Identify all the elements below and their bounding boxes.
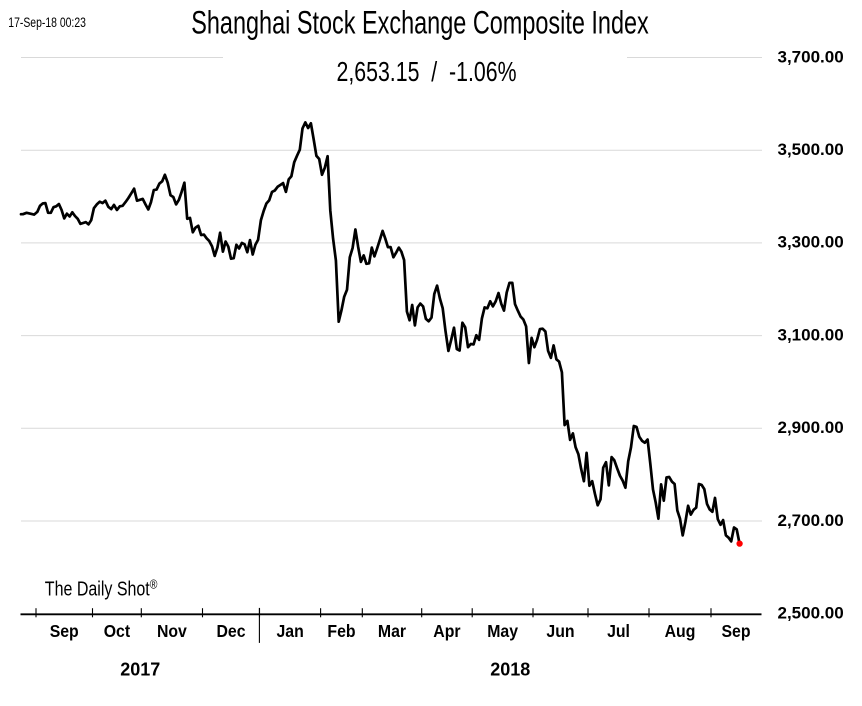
svg-text:3,500.00: 3,500.00: [778, 140, 844, 159]
svg-text:2,900.00: 2,900.00: [778, 418, 844, 437]
svg-text:Nov: Nov: [157, 621, 187, 641]
svg-text:Dec: Dec: [216, 621, 245, 641]
svg-text:Sep: Sep: [721, 621, 750, 641]
svg-text:Aug: Aug: [665, 621, 696, 641]
svg-text:2,653.15 / -1.06%: 2,653.15 / -1.06%: [336, 56, 516, 88]
svg-text:17-Sep-18 00:23: 17-Sep-18 00:23: [8, 14, 86, 30]
svg-text:3,300.00: 3,300.00: [778, 233, 844, 252]
svg-text:Sep: Sep: [50, 621, 79, 641]
svg-text:Jul: Jul: [607, 621, 630, 641]
svg-text:2018: 2018: [490, 659, 530, 679]
svg-text:Apr: Apr: [433, 621, 461, 641]
svg-text:May: May: [487, 621, 518, 641]
svg-text:Jun: Jun: [546, 621, 574, 641]
svg-text:Jan: Jan: [276, 621, 303, 641]
svg-text:Feb: Feb: [327, 621, 355, 641]
svg-text:The Daily Shot®: The Daily Shot®: [45, 578, 158, 600]
svg-text:3,100.00: 3,100.00: [778, 325, 844, 344]
svg-text:2,500.00: 2,500.00: [778, 604, 844, 623]
svg-text:Oct: Oct: [104, 621, 131, 641]
svg-text:Mar: Mar: [378, 621, 407, 641]
svg-text:2017: 2017: [120, 659, 160, 679]
svg-text:3,700.00: 3,700.00: [778, 47, 844, 66]
svg-text:2,700.00: 2,700.00: [778, 511, 844, 530]
svg-text:Shanghai Stock Exchange Compos: Shanghai Stock Exchange Composite Index: [191, 5, 649, 40]
